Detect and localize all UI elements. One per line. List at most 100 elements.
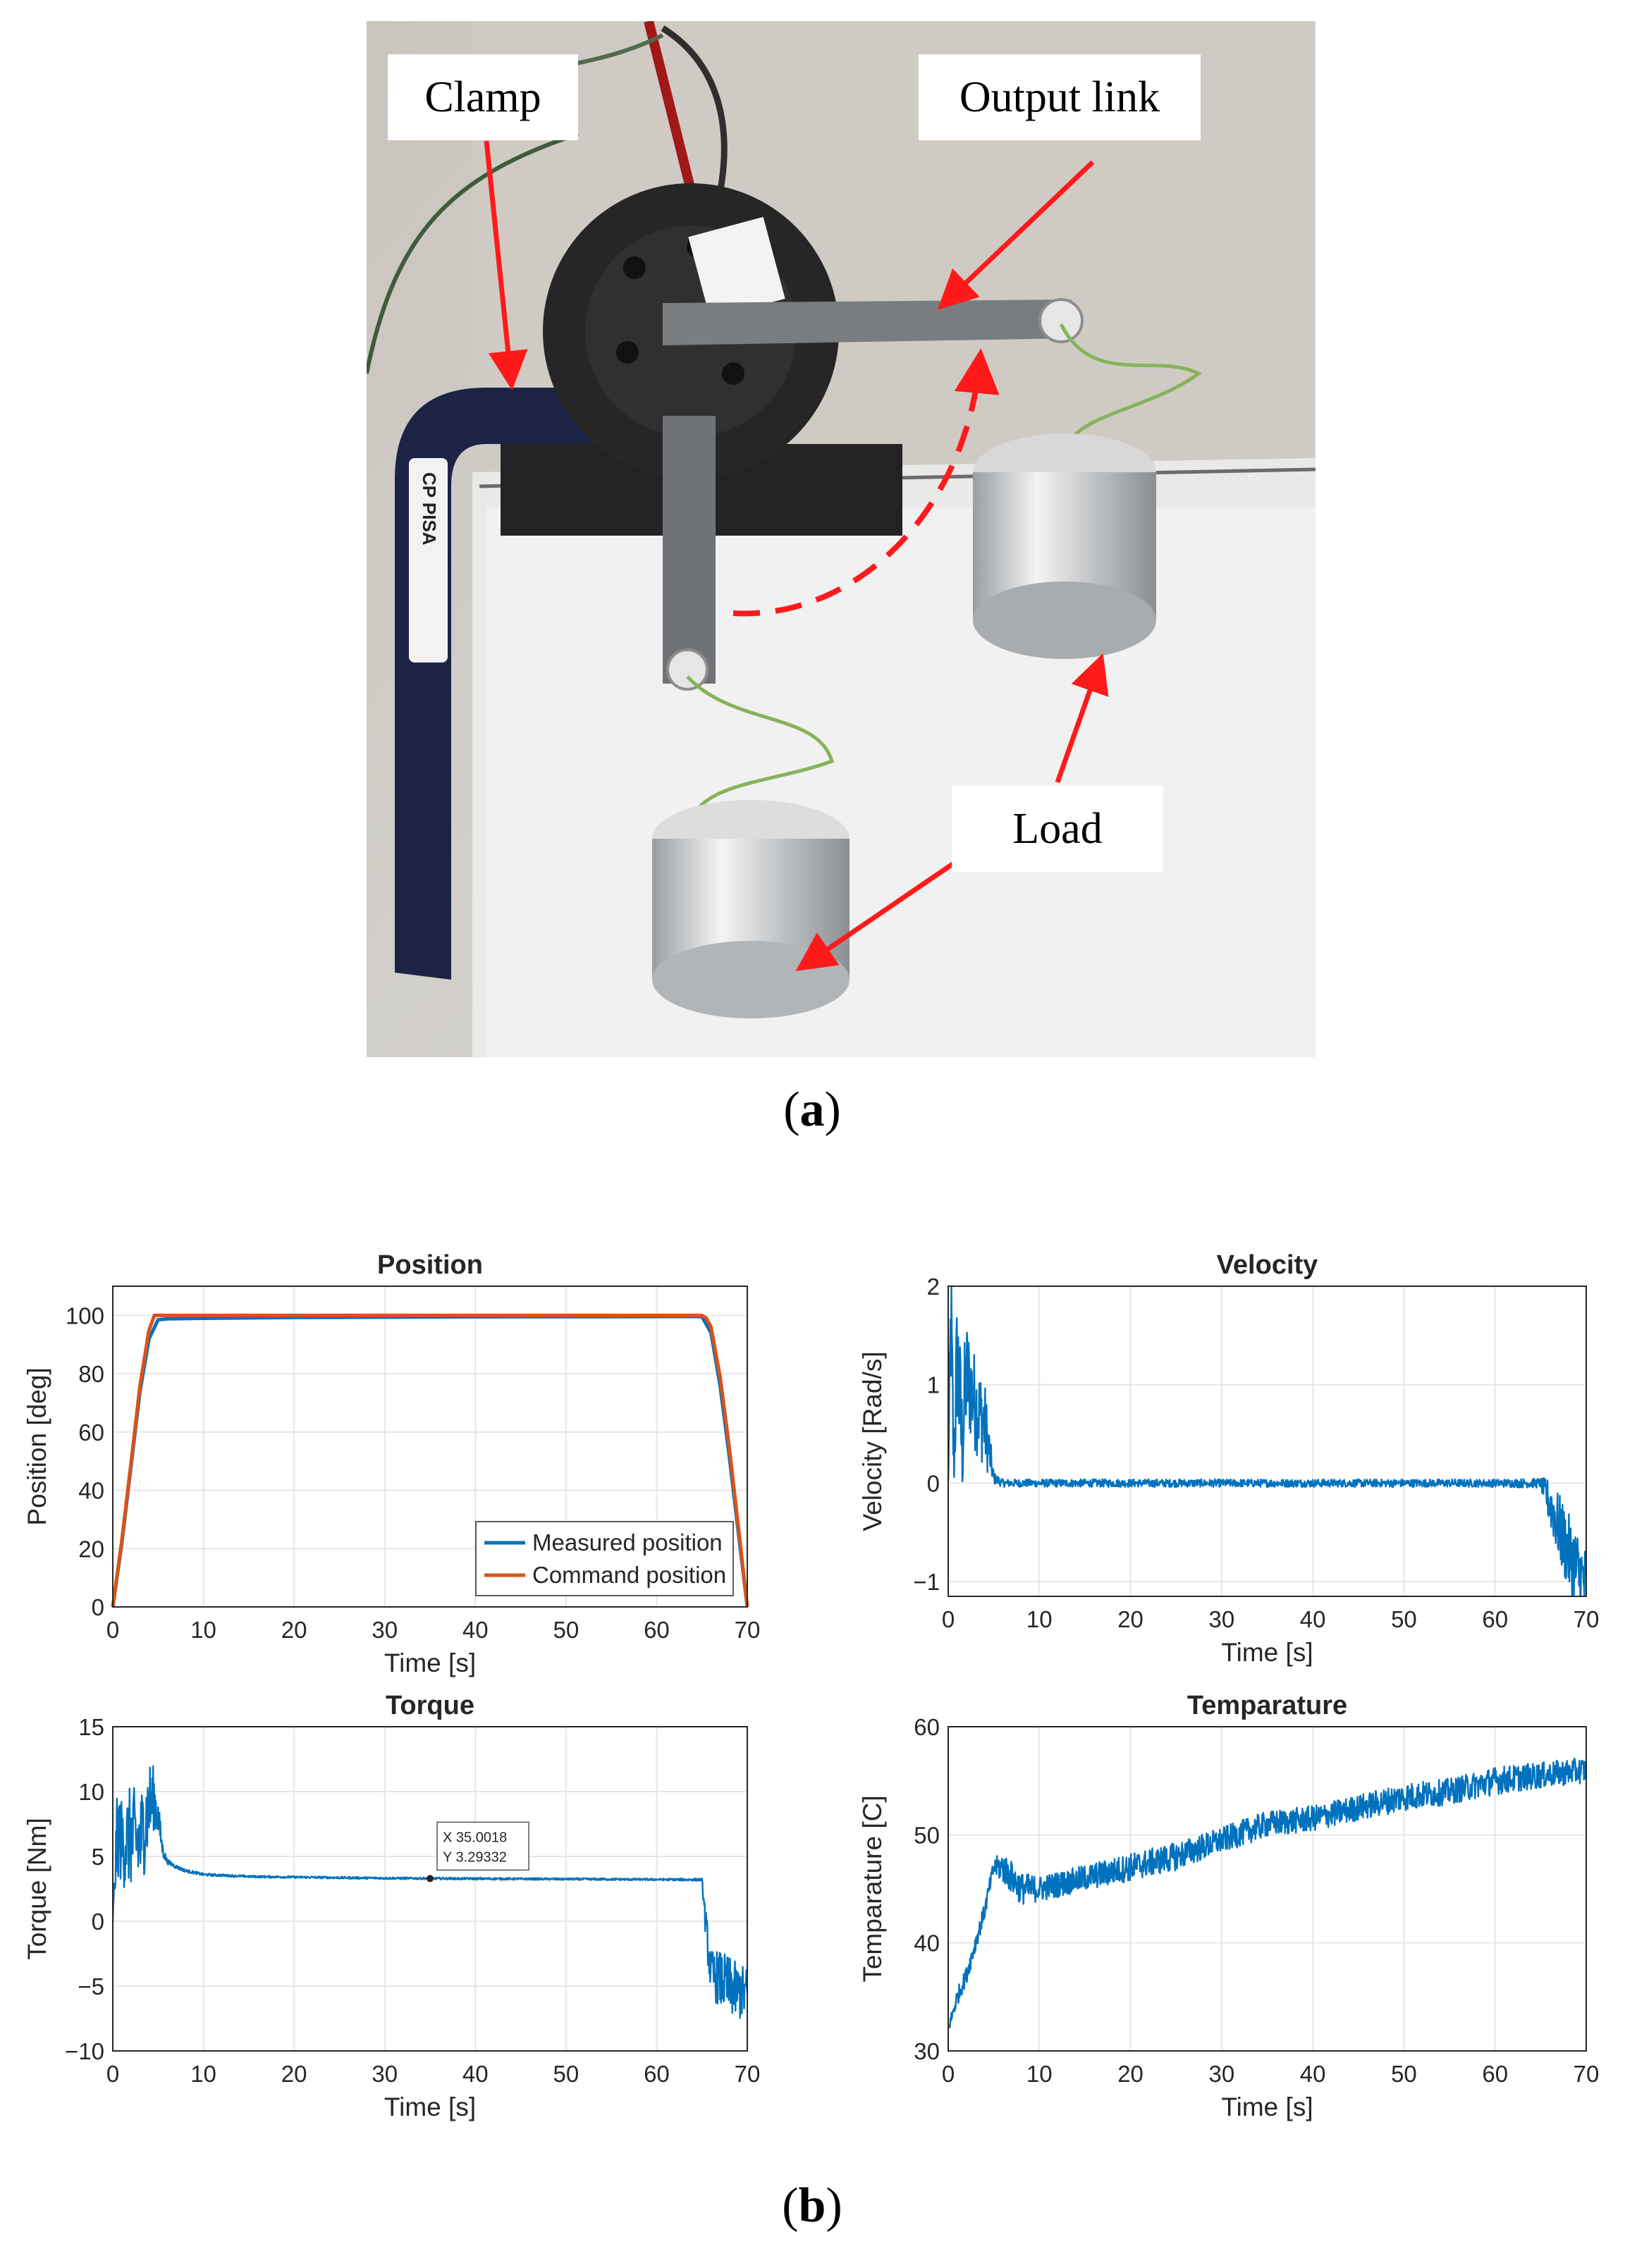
axes-frame [948, 1286, 1587, 1597]
y-tick-label: 1 [927, 1372, 940, 1398]
y-tick-label: 5 [92, 1844, 104, 1870]
motion-path-arrow [732, 348, 1000, 617]
y-axis-label: Velocity [Rad/s] [858, 1351, 887, 1531]
clamp-sticker: CP PISA [419, 472, 440, 546]
x-tick-label: 10 [1026, 1606, 1053, 1632]
legend-box [475, 1521, 734, 1596]
load-callout: Load [952, 786, 1163, 872]
x-tick-label: 70 [735, 1617, 761, 1643]
x-tick-label: 20 [281, 1617, 307, 1643]
load-lowered [652, 800, 850, 1018]
load-arrow-raised [1055, 653, 1109, 784]
chart-title: Torque [386, 1691, 474, 1720]
y-tick-label: 40 [78, 1478, 104, 1504]
y-tick-label: 60 [78, 1419, 104, 1446]
datatip-x: X 35.0018 [443, 1830, 507, 1845]
x-tick-label: 20 [1117, 1606, 1143, 1632]
output-link-arrow [937, 160, 1095, 310]
output-link-raised [663, 300, 1072, 345]
output-link-lowered [663, 416, 716, 684]
datatip-y: Y 3.29332 [443, 1849, 507, 1865]
y-tick-label: 40 [914, 1930, 940, 1956]
y-tick-label: 15 [78, 1714, 104, 1740]
x-tick-label: 60 [644, 1617, 670, 1643]
y-tick-label: 0 [92, 1909, 104, 1935]
x-tick-label: 40 [462, 2061, 489, 2087]
datatip-box [436, 1821, 529, 1871]
x-tick-label: 30 [372, 1617, 398, 1643]
x-tick-label: 50 [553, 2061, 579, 2087]
legend: Measured position Command position [475, 1521, 734, 1596]
y-tick-label: −5 [78, 1973, 104, 1999]
axes-frame [112, 1726, 748, 2052]
x-tick-label: 60 [644, 2061, 670, 2087]
y-tick-label: 60 [914, 1714, 940, 1740]
y-tick-label: 2 [927, 1274, 940, 1300]
x-tick-label: 0 [942, 1606, 955, 1632]
y-tick-label: 100 [66, 1302, 104, 1329]
y-tick-label: 0 [927, 1470, 940, 1496]
y-tick-label: 10 [78, 1779, 104, 1805]
datatip-marker [427, 1875, 434, 1882]
chart-title: Position [377, 1250, 483, 1280]
chart-title: Velocity [1217, 1250, 1318, 1280]
x-tick-label: 30 [1208, 1606, 1234, 1632]
y-axis-label: Torque [Nm] [23, 1818, 51, 1960]
clamp-callout: Clamp [388, 54, 578, 140]
x-tick-label: 40 [462, 1617, 489, 1643]
x-tick-label: 50 [1391, 1606, 1417, 1632]
y-tick-label: 20 [78, 1536, 104, 1562]
caption-b: (b) [782, 2178, 842, 2233]
position-chart: 0 10 20 30 40 50 60 70 0 20 40 60 80 100 Position Time … [23, 1250, 761, 1677]
experimental-setup-photo: CP PISA [367, 21, 1316, 1057]
x-tick-label: 0 [942, 2061, 955, 2087]
x-axis-label: Time [s] [384, 2093, 476, 2121]
series-line-2 [111, 1313, 749, 1608]
x-tick-label: 40 [1300, 2061, 1326, 2087]
x-tick-label: 60 [1482, 1606, 1508, 1632]
x-tick-label: 10 [190, 2061, 216, 2087]
torque-chart: 0 10 20 30 40 50 60 70 −10 −5 0 5 10 15 Torque Time [s]… [23, 1691, 761, 2121]
load-raised [973, 433, 1156, 659]
y-axis-label: Temparature [C] [858, 1795, 887, 1982]
axes-frame [948, 1726, 1587, 2052]
y-tick-label: 30 [914, 2038, 940, 2064]
x-tick-label: 70 [1574, 2061, 1600, 2087]
series-line-1 [947, 1757, 1588, 2028]
caption-a: (a) [783, 1083, 841, 1137]
x-tick-label: 0 [106, 1617, 119, 1643]
load-arrow-lowered [795, 858, 960, 971]
x-axis-label: Time [s] [1221, 1638, 1313, 1667]
x-tick-label: 10 [190, 1617, 216, 1643]
y-tick-label: −1 [913, 1569, 940, 1595]
x-tick-label: 50 [1391, 2061, 1417, 2087]
x-tick-label: 50 [553, 1617, 579, 1643]
legend-entry: Command position [532, 1562, 726, 1588]
y-axis-label: Position [deg] [23, 1367, 51, 1525]
series-line-1 [947, 1285, 1587, 1598]
x-tick-label: 70 [1574, 1606, 1600, 1632]
x-tick-label: 70 [735, 2061, 761, 2087]
temperature-chart: 0 10 20 30 40 50 60 70 30 40 50 60 Temparature Time [… [858, 1691, 1600, 2121]
x-tick-label: 30 [1208, 2061, 1234, 2087]
output-link-callout: Output link [919, 54, 1201, 140]
x-tick-label: 60 [1482, 2061, 1508, 2087]
x-tick-label: 20 [1117, 2061, 1143, 2087]
clamp-arrow [484, 140, 528, 390]
x-tick-label: 10 [1026, 2061, 1053, 2087]
y-tick-label: 0 [92, 1594, 104, 1620]
x-axis-label: Time [s] [1221, 2093, 1313, 2121]
x-tick-label: 0 [106, 2061, 119, 2087]
x-tick-label: 20 [281, 2061, 307, 2087]
clamp [395, 388, 663, 980]
y-tick-label: −10 [65, 2038, 104, 2064]
y-tick-label: 50 [914, 1822, 940, 1848]
y-tick-label: 80 [78, 1361, 104, 1387]
x-tick-label: 30 [372, 2061, 398, 2087]
x-axis-label: Time [s] [384, 1648, 476, 1677]
x-tick-label: 40 [1300, 1606, 1326, 1632]
legend-entry: Measured position [532, 1529, 723, 1555]
axes-frame [112, 1286, 748, 1608]
chart-title: Temparature [1187, 1691, 1347, 1720]
